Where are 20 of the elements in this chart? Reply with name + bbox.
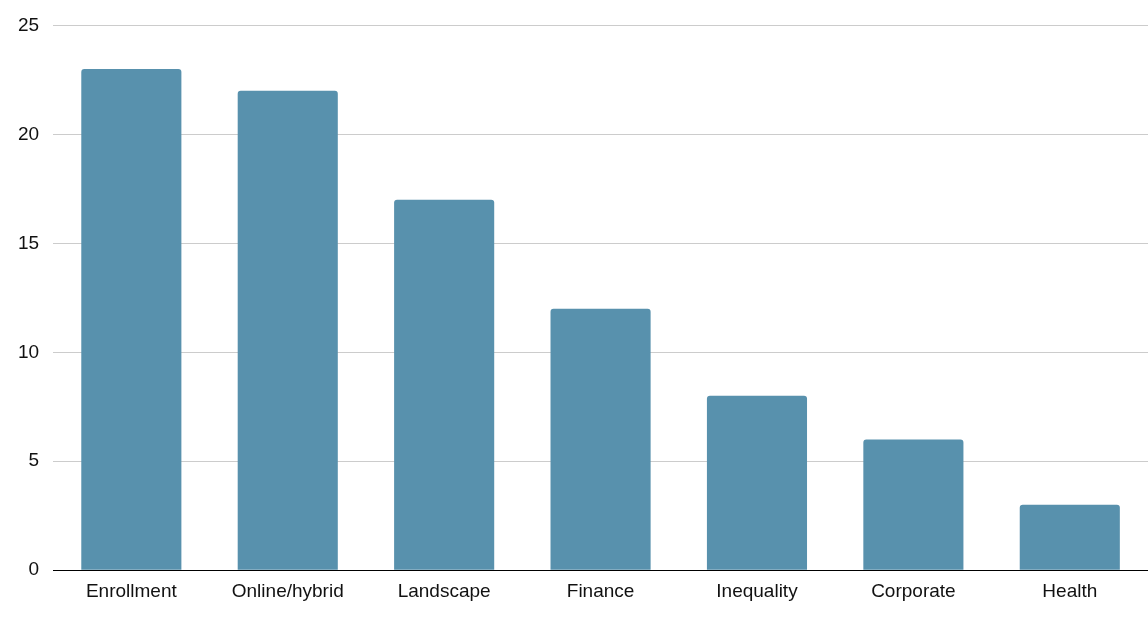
x-tick-label: Inequality — [716, 579, 799, 601]
x-tick-label: Finance — [566, 579, 635, 601]
bar — [550, 308, 651, 570]
bar — [706, 395, 808, 570]
bar — [81, 68, 182, 570]
y-tick-label: 15 — [17, 231, 40, 253]
bar — [863, 439, 964, 570]
bar — [394, 199, 495, 570]
y-tick-label: 10 — [17, 340, 40, 362]
x-tick-label: Enrollment — [85, 579, 178, 601]
bar — [1019, 504, 1120, 570]
bar — [237, 90, 338, 570]
x-tick-label: Corporate — [871, 579, 956, 601]
y-tick-label: 0 — [28, 558, 40, 580]
y-tick-label: 25 — [17, 13, 40, 35]
y-tick-label: 20 — [17, 122, 40, 144]
x-tick-label: Online/hybrid — [231, 579, 344, 601]
x-tick-label: Landscape — [397, 579, 491, 601]
x-tick-label: Health — [1042, 579, 1098, 601]
y-tick-label: 5 — [28, 449, 40, 471]
